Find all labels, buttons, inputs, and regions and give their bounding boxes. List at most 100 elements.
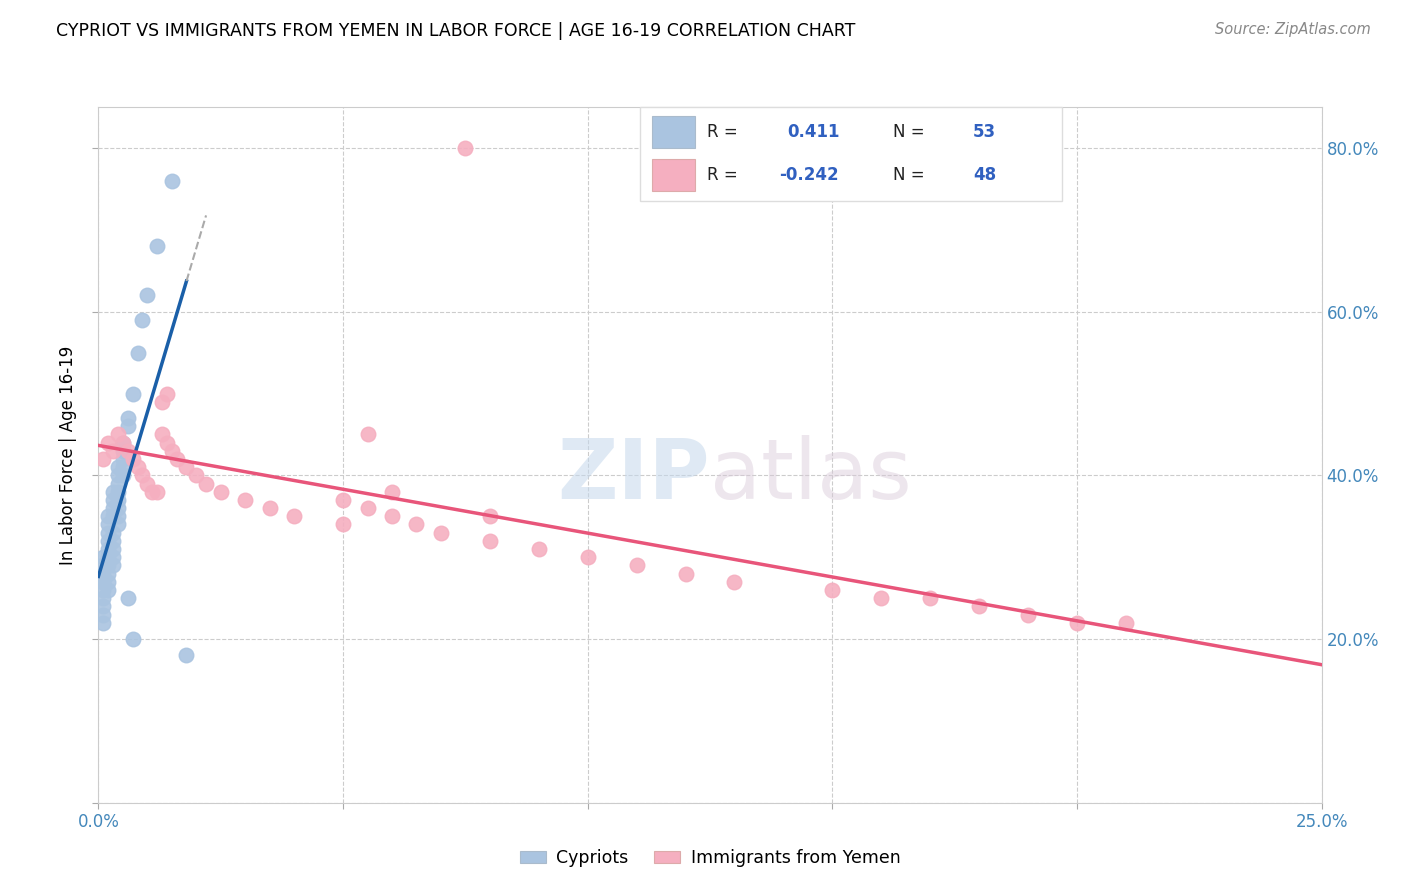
- Point: [160, 443, 183, 458]
- Point: [121, 452, 143, 467]
- Point: [332, 517, 354, 532]
- Legend: Cypriots, Immigrants from Yemen: Cypriots, Immigrants from Yemen: [513, 842, 907, 874]
- Point: [723, 574, 745, 589]
- Point: [91, 582, 114, 597]
- Point: [107, 468, 129, 483]
- Point: [107, 476, 129, 491]
- Point: [381, 484, 404, 499]
- Point: [107, 492, 129, 507]
- Point: [97, 558, 120, 573]
- Point: [97, 542, 120, 557]
- Point: [101, 509, 124, 524]
- Point: [121, 632, 143, 646]
- Point: [91, 566, 114, 581]
- Point: [101, 501, 124, 516]
- Point: [136, 288, 159, 302]
- Text: R =: R =: [707, 167, 738, 185]
- Text: CYPRIOT VS IMMIGRANTS FROM YEMEN IN LABOR FORCE | AGE 16-19 CORRELATION CHART: CYPRIOT VS IMMIGRANTS FROM YEMEN IN LABO…: [56, 22, 856, 40]
- Point: [97, 509, 120, 524]
- Point: [101, 492, 124, 507]
- Point: [870, 591, 893, 606]
- Point: [283, 509, 305, 524]
- Point: [576, 550, 599, 565]
- Point: [107, 484, 129, 499]
- Point: [381, 509, 404, 524]
- Point: [478, 509, 501, 524]
- Point: [111, 460, 134, 475]
- Point: [97, 525, 120, 540]
- Point: [91, 452, 114, 467]
- Point: [97, 582, 120, 597]
- Point: [121, 386, 143, 401]
- Point: [91, 591, 114, 606]
- Point: [146, 239, 169, 253]
- Point: [97, 533, 120, 548]
- Point: [136, 476, 159, 491]
- Point: [117, 591, 139, 606]
- Point: [97, 517, 120, 532]
- Point: [626, 558, 648, 573]
- Point: [920, 591, 942, 606]
- Point: [101, 550, 124, 565]
- Point: [127, 345, 149, 359]
- Text: Source: ZipAtlas.com: Source: ZipAtlas.com: [1215, 22, 1371, 37]
- Point: [160, 174, 183, 188]
- Point: [259, 501, 281, 516]
- Point: [91, 574, 114, 589]
- Point: [97, 550, 120, 565]
- Point: [967, 599, 990, 614]
- Point: [127, 460, 149, 475]
- Point: [131, 313, 153, 327]
- Text: 48: 48: [973, 167, 995, 185]
- Point: [1017, 607, 1039, 622]
- Text: 0.411: 0.411: [787, 123, 839, 141]
- Point: [101, 542, 124, 557]
- Point: [91, 599, 114, 614]
- Text: N =: N =: [893, 123, 924, 141]
- Point: [527, 542, 550, 557]
- Point: [111, 468, 134, 483]
- Y-axis label: In Labor Force | Age 16-19: In Labor Force | Age 16-19: [59, 345, 77, 565]
- Point: [107, 427, 129, 442]
- Point: [332, 492, 354, 507]
- Text: atlas: atlas: [710, 435, 911, 516]
- Point: [131, 468, 153, 483]
- Point: [454, 141, 477, 155]
- Point: [1066, 615, 1088, 630]
- Point: [156, 435, 179, 450]
- Point: [111, 443, 134, 458]
- Point: [91, 607, 114, 622]
- Text: 53: 53: [973, 123, 995, 141]
- Point: [430, 525, 453, 540]
- Point: [91, 558, 114, 573]
- Point: [101, 525, 124, 540]
- Point: [209, 484, 232, 499]
- Point: [186, 468, 208, 483]
- Point: [107, 509, 129, 524]
- Point: [166, 452, 188, 467]
- FancyBboxPatch shape: [652, 116, 695, 148]
- Point: [107, 517, 129, 532]
- Point: [91, 615, 114, 630]
- Point: [478, 533, 501, 548]
- Point: [97, 566, 120, 581]
- Point: [117, 443, 139, 458]
- Point: [233, 492, 256, 507]
- Point: [821, 582, 844, 597]
- Point: [111, 452, 134, 467]
- Point: [356, 427, 378, 442]
- Text: -0.242: -0.242: [779, 167, 838, 185]
- Point: [91, 550, 114, 565]
- Point: [101, 484, 124, 499]
- Point: [195, 476, 218, 491]
- Point: [1115, 615, 1137, 630]
- Point: [150, 427, 173, 442]
- Point: [107, 460, 129, 475]
- Point: [117, 419, 139, 434]
- Point: [101, 533, 124, 548]
- Point: [356, 501, 378, 516]
- Point: [111, 435, 134, 450]
- Text: R =: R =: [707, 123, 738, 141]
- Point: [675, 566, 697, 581]
- Point: [101, 443, 124, 458]
